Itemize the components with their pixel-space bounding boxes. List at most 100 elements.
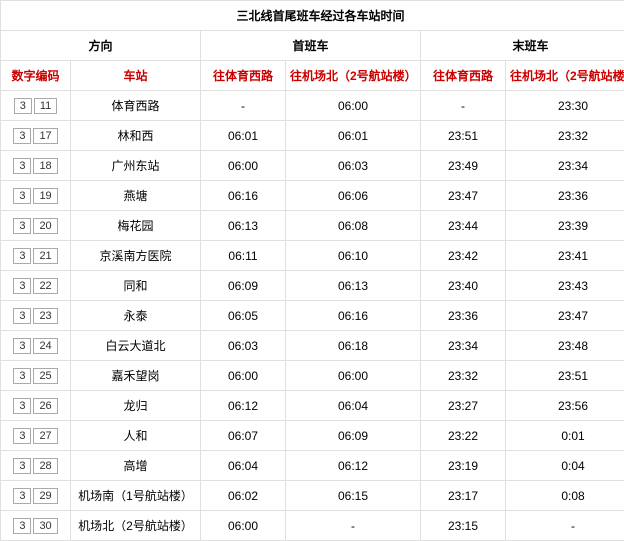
cell-code: 326 bbox=[1, 391, 71, 421]
table-title: 三北线首尾班车经过各车站时间 bbox=[1, 1, 624, 31]
code-station: 21 bbox=[33, 248, 57, 264]
cell-last-airport: 23:32 bbox=[506, 121, 624, 151]
cell-first-airport: 06:18 bbox=[286, 331, 421, 361]
cell-first-west: 06:12 bbox=[201, 391, 286, 421]
cell-first-airport: 06:03 bbox=[286, 151, 421, 181]
header-last-west: 往体育西路 bbox=[421, 61, 506, 91]
header-first-west: 往体育西路 bbox=[201, 61, 286, 91]
table-row: 325嘉禾望岗06:0006:0023:3223:51 bbox=[1, 361, 624, 391]
cell-first-airport: 06:00 bbox=[286, 361, 421, 391]
header-code: 数字编码 bbox=[1, 61, 71, 91]
cell-first-west: 06:03 bbox=[201, 331, 286, 361]
table-row: 317林和西06:0106:0123:5123:32 bbox=[1, 121, 624, 151]
cell-station: 龙归 bbox=[71, 391, 201, 421]
cell-station: 白云大道北 bbox=[71, 331, 201, 361]
table-row: 324白云大道北06:0306:1823:3423:48 bbox=[1, 331, 624, 361]
cell-last-west: 23:27 bbox=[421, 391, 506, 421]
table-row: 318广州东站06:0006:0323:4923:34 bbox=[1, 151, 624, 181]
code-station: 24 bbox=[33, 338, 57, 354]
cell-last-airport: 0:04 bbox=[506, 451, 624, 481]
cell-last-airport: 23:34 bbox=[506, 151, 624, 181]
cell-station: 林和西 bbox=[71, 121, 201, 151]
cell-first-west: 06:01 bbox=[201, 121, 286, 151]
cell-first-airport: 06:15 bbox=[286, 481, 421, 511]
cell-code: 317 bbox=[1, 121, 71, 151]
cell-first-airport: 06:16 bbox=[286, 301, 421, 331]
code-station: 11 bbox=[34, 98, 57, 114]
code-line: 3 bbox=[13, 158, 31, 174]
table-row: 311体育西路-06:00-23:30 bbox=[1, 91, 624, 121]
cell-first-airport: 06:08 bbox=[286, 211, 421, 241]
cell-last-airport: 23:47 bbox=[506, 301, 624, 331]
cell-last-west: 23:49 bbox=[421, 151, 506, 181]
cell-first-west: 06:00 bbox=[201, 361, 286, 391]
table-row: 327人和06:0706:0923:220:01 bbox=[1, 421, 624, 451]
cell-first-west: 06:09 bbox=[201, 271, 286, 301]
cell-code: 311 bbox=[1, 91, 71, 121]
code-station: 17 bbox=[33, 128, 57, 144]
code-station: 22 bbox=[33, 278, 57, 294]
cell-last-west: - bbox=[421, 91, 506, 121]
table-row: 322同和06:0906:1323:4023:43 bbox=[1, 271, 624, 301]
code-line: 3 bbox=[13, 428, 31, 444]
cell-last-west: 23:47 bbox=[421, 181, 506, 211]
table-row: 329机场南（1号航站楼）06:0206:1523:170:08 bbox=[1, 481, 624, 511]
cell-station: 永泰 bbox=[71, 301, 201, 331]
code-station: 20 bbox=[33, 218, 57, 234]
cell-code: 324 bbox=[1, 331, 71, 361]
table-row: 330机场北（2号航站楼）06:00-23:15- bbox=[1, 511, 624, 541]
cell-last-airport: 23:51 bbox=[506, 361, 624, 391]
cell-first-airport: 06:09 bbox=[286, 421, 421, 451]
code-line: 3 bbox=[13, 368, 31, 384]
cell-station: 京溪南方医院 bbox=[71, 241, 201, 271]
header-first-airport: 往机场北（2号航站楼） bbox=[286, 61, 421, 91]
code-station: 30 bbox=[33, 518, 57, 534]
cell-last-west: 23:32 bbox=[421, 361, 506, 391]
cell-last-airport: - bbox=[506, 511, 624, 541]
cell-last-airport: 23:36 bbox=[506, 181, 624, 211]
header-station: 车站 bbox=[71, 61, 201, 91]
code-station: 28 bbox=[33, 458, 57, 474]
cell-code: 325 bbox=[1, 361, 71, 391]
table-row: 323 永泰06:0506:1623:3623:47 bbox=[1, 301, 624, 331]
cell-last-west: 23:51 bbox=[421, 121, 506, 151]
cell-code: 322 bbox=[1, 271, 71, 301]
code-station: 29 bbox=[33, 488, 57, 504]
header-first: 首班车 bbox=[201, 31, 421, 61]
cell-first-airport: 06:10 bbox=[286, 241, 421, 271]
cell-station: 嘉禾望岗 bbox=[71, 361, 201, 391]
cell-last-airport: 0:08 bbox=[506, 481, 624, 511]
code-line: 3 bbox=[13, 278, 31, 294]
code-station: 23 bbox=[33, 308, 57, 324]
code-line: 3 bbox=[13, 458, 31, 474]
header-direction: 方向 bbox=[1, 31, 201, 61]
header-last: 末班车 bbox=[421, 31, 624, 61]
cell-code: 330 bbox=[1, 511, 71, 541]
cell-first-west: 06:05 bbox=[201, 301, 286, 331]
table-row: 326龙归06:1206:0423:2723:56 bbox=[1, 391, 624, 421]
cell-first-west: 06:11 bbox=[201, 241, 286, 271]
cell-first-airport: 06:12 bbox=[286, 451, 421, 481]
cell-last-airport: 23:41 bbox=[506, 241, 624, 271]
cell-last-airport: 23:56 bbox=[506, 391, 624, 421]
code-line: 3 bbox=[13, 308, 31, 324]
table-row: 320梅花园06:1306:0823:4423:39 bbox=[1, 211, 624, 241]
cell-station: 高增 bbox=[71, 451, 201, 481]
cell-last-west: 23:36 bbox=[421, 301, 506, 331]
cell-last-airport: 23:43 bbox=[506, 271, 624, 301]
timetable: 三北线首尾班车经过各车站时间 方向 首班车 末班车 数字编码 车站 往体育西路 … bbox=[0, 0, 624, 541]
cell-first-west: 06:07 bbox=[201, 421, 286, 451]
cell-code: 328 bbox=[1, 451, 71, 481]
code-station: 26 bbox=[33, 398, 57, 414]
cell-code: 327 bbox=[1, 421, 71, 451]
cell-last-west: 23:17 bbox=[421, 481, 506, 511]
cell-last-airport: 0:01 bbox=[506, 421, 624, 451]
cell-last-west: 23:44 bbox=[421, 211, 506, 241]
cell-station: 机场南（1号航站楼） bbox=[71, 481, 201, 511]
cell-last-west: 23:42 bbox=[421, 241, 506, 271]
cell-code: 318 bbox=[1, 151, 71, 181]
code-line: 3 bbox=[13, 338, 31, 354]
cell-code: 319 bbox=[1, 181, 71, 211]
header-row-1: 方向 首班车 末班车 bbox=[1, 31, 624, 61]
header-row-2: 数字编码 车站 往体育西路 往机场北（2号航站楼） 往体育西路 往机场北（2号航… bbox=[1, 61, 624, 91]
